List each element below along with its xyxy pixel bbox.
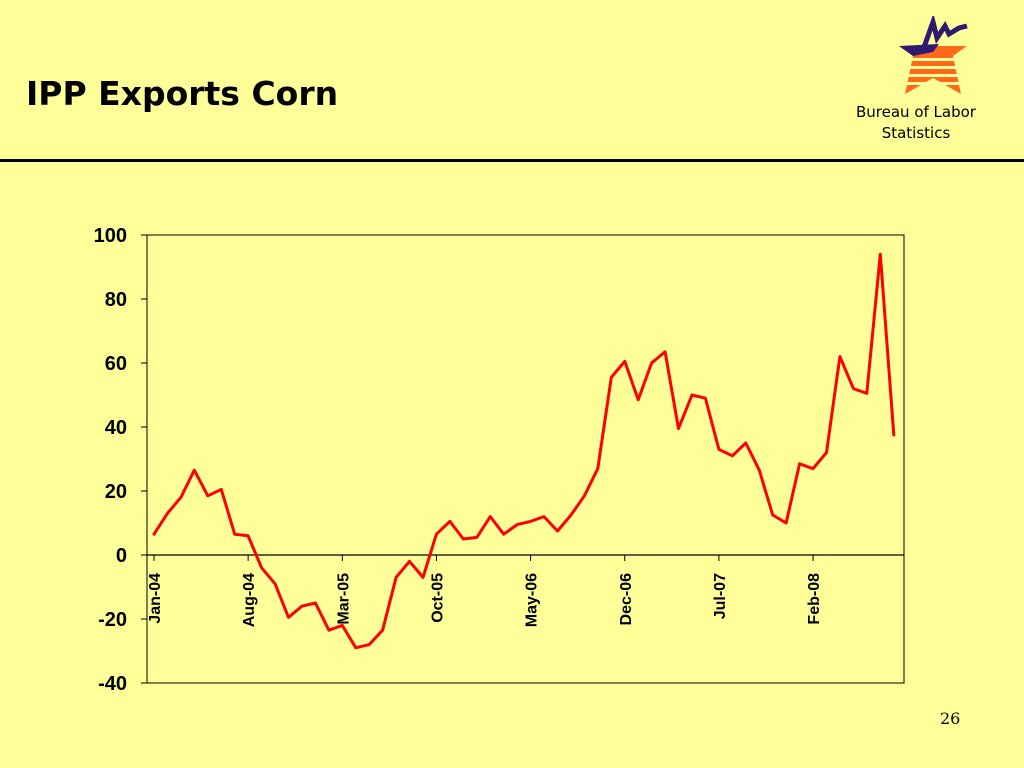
x-tick-label: Mar-05 bbox=[335, 573, 352, 625]
y-tick-label: 0 bbox=[116, 545, 127, 567]
y-tick-label: 60 bbox=[105, 353, 127, 375]
x-tick-label: Jan-04 bbox=[147, 573, 164, 624]
y-tick-label: -20 bbox=[98, 609, 127, 631]
y-tick-label: 20 bbox=[105, 481, 127, 503]
x-tick-label: Oct-05 bbox=[429, 573, 446, 623]
y-tick-label: 100 bbox=[94, 225, 127, 247]
x-tick-label: Feb-08 bbox=[806, 573, 823, 625]
page-number: 26 bbox=[940, 709, 960, 728]
y-tick-label: -40 bbox=[98, 673, 127, 695]
x-tick-label: Jul-07 bbox=[712, 573, 729, 619]
y-axis: 100 80 60 40 20 0 -20 -40 bbox=[94, 225, 147, 695]
x-tick-label: Dec-06 bbox=[618, 573, 635, 626]
x-tick-label: May-06 bbox=[524, 573, 541, 627]
y-tick-label: 40 bbox=[105, 417, 127, 439]
y-tick-label: 80 bbox=[105, 289, 127, 311]
x-tick-label: Aug-04 bbox=[241, 573, 258, 627]
